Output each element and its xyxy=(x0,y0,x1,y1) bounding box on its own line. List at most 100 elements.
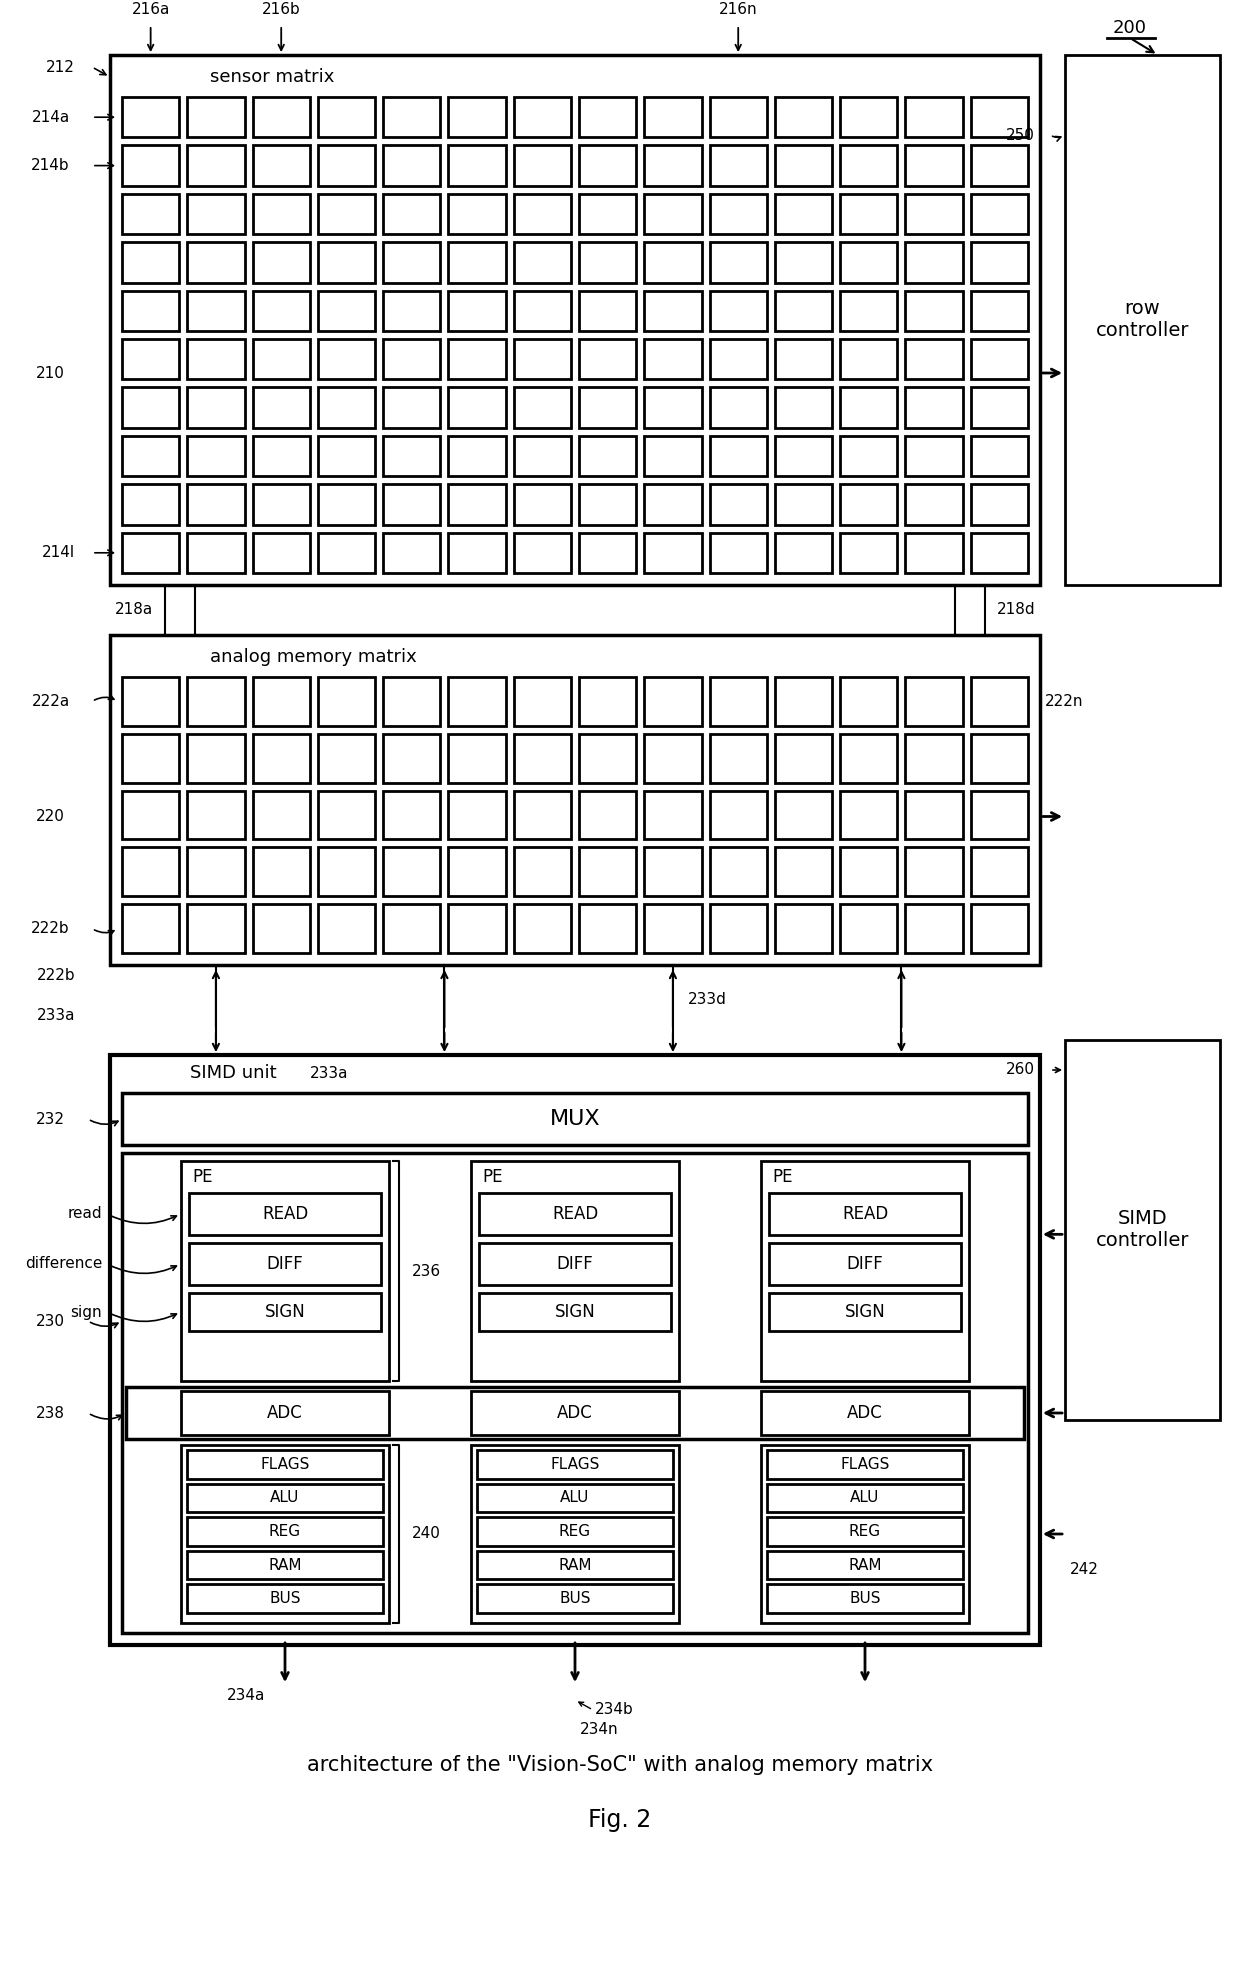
Bar xyxy=(905,676,962,726)
Bar xyxy=(513,243,570,283)
Bar xyxy=(122,484,180,524)
Bar xyxy=(905,387,962,427)
Bar xyxy=(841,791,898,840)
Bar xyxy=(383,435,440,476)
Bar xyxy=(253,146,310,186)
Bar xyxy=(579,194,636,233)
Bar xyxy=(181,1392,389,1435)
Bar xyxy=(253,243,310,283)
Bar xyxy=(905,291,962,330)
Bar xyxy=(317,435,376,476)
Bar xyxy=(476,1550,673,1580)
Bar xyxy=(579,97,636,136)
Bar xyxy=(122,338,180,380)
Bar xyxy=(449,97,506,136)
Text: 200: 200 xyxy=(1114,20,1147,38)
Bar xyxy=(769,1244,961,1285)
Bar xyxy=(187,532,244,573)
Bar xyxy=(110,635,1040,965)
Bar xyxy=(253,338,310,380)
Bar xyxy=(709,291,766,330)
Bar xyxy=(645,194,702,233)
Bar xyxy=(449,676,506,726)
Bar xyxy=(709,435,766,476)
Bar xyxy=(971,338,1028,380)
Bar xyxy=(709,338,766,380)
Text: BUS: BUS xyxy=(849,1591,880,1605)
Bar xyxy=(187,194,244,233)
Bar xyxy=(1065,1040,1220,1419)
Bar xyxy=(513,194,570,233)
Text: REG: REG xyxy=(269,1524,301,1538)
Bar xyxy=(383,291,440,330)
Bar xyxy=(187,97,244,136)
Bar xyxy=(513,146,570,186)
Bar xyxy=(122,733,180,783)
Bar xyxy=(449,532,506,573)
Bar xyxy=(317,903,376,953)
Bar xyxy=(841,484,898,524)
Text: 234n: 234n xyxy=(580,1722,619,1738)
Bar xyxy=(766,1449,963,1479)
Text: 216n: 216n xyxy=(719,2,758,18)
Text: PE: PE xyxy=(482,1168,503,1186)
Bar xyxy=(905,903,962,953)
Bar xyxy=(905,733,962,783)
Bar xyxy=(449,484,506,524)
Bar xyxy=(709,733,766,783)
Bar xyxy=(645,435,702,476)
Bar xyxy=(317,484,376,524)
Bar xyxy=(513,791,570,840)
Bar xyxy=(187,848,244,896)
Bar xyxy=(253,387,310,427)
Text: ADC: ADC xyxy=(557,1404,593,1421)
Bar xyxy=(971,848,1028,896)
Bar xyxy=(579,484,636,524)
Bar xyxy=(383,194,440,233)
Text: 222a: 222a xyxy=(32,694,69,710)
Bar xyxy=(709,194,766,233)
Bar xyxy=(971,291,1028,330)
Bar xyxy=(513,903,570,953)
Bar xyxy=(449,243,506,283)
Bar xyxy=(760,1445,970,1623)
Bar xyxy=(905,791,962,840)
Bar xyxy=(479,1244,671,1285)
Bar xyxy=(971,733,1028,783)
Bar xyxy=(645,532,702,573)
Bar xyxy=(122,676,180,726)
Text: PE: PE xyxy=(773,1168,794,1186)
Text: 222n: 222n xyxy=(1045,694,1084,710)
Bar xyxy=(645,387,702,427)
Bar xyxy=(186,1584,383,1613)
Bar xyxy=(841,387,898,427)
Bar xyxy=(513,435,570,476)
Text: read: read xyxy=(67,1206,102,1222)
Bar xyxy=(513,733,570,783)
Text: DIFF: DIFF xyxy=(557,1255,594,1273)
Bar xyxy=(122,194,180,233)
Bar xyxy=(122,97,180,136)
Bar xyxy=(383,791,440,840)
Bar xyxy=(383,484,440,524)
Bar xyxy=(186,1483,383,1512)
Bar xyxy=(579,848,636,896)
Bar xyxy=(383,532,440,573)
Bar xyxy=(841,435,898,476)
Bar xyxy=(775,97,832,136)
Bar xyxy=(766,1516,963,1546)
Bar xyxy=(905,243,962,283)
Text: ALU: ALU xyxy=(851,1491,879,1504)
Bar xyxy=(709,903,766,953)
Text: SIGN: SIGN xyxy=(264,1303,305,1321)
Text: BUS: BUS xyxy=(559,1591,590,1605)
Bar xyxy=(253,733,310,783)
Bar xyxy=(513,291,570,330)
Text: FLAGS: FLAGS xyxy=(260,1457,310,1471)
Bar xyxy=(383,243,440,283)
Bar xyxy=(579,733,636,783)
Bar xyxy=(188,1293,382,1331)
Text: ADC: ADC xyxy=(267,1404,303,1421)
Bar xyxy=(760,1160,970,1382)
Bar xyxy=(188,1192,382,1236)
